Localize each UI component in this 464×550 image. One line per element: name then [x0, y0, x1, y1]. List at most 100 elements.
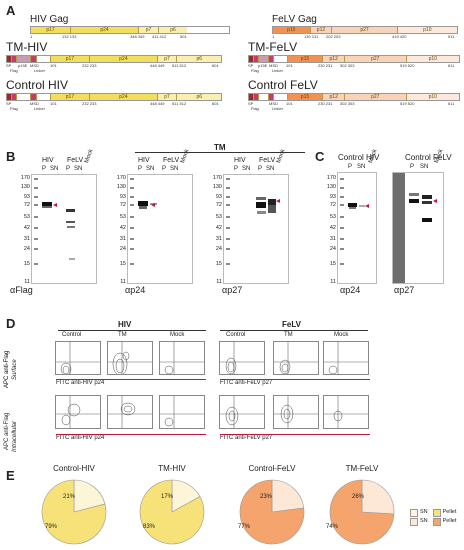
panel-label-e: E [6, 468, 15, 483]
pie-title: TM-HIV [158, 464, 186, 473]
construct-hiv-gag: HIV Gag p17 p24 p7 p6 1 132 133 348 349 … [30, 14, 230, 40]
group-label-felv: FeLV [259, 157, 276, 164]
residue-number: 519 520 [400, 63, 415, 68]
construct-control-felv: Control FeLV p15 p12 p27 p10 SP Flag MSD… [248, 78, 462, 113]
facs-plot [219, 341, 265, 375]
residue-number: 448 449 [150, 101, 165, 106]
segment: p17 [50, 94, 91, 100]
antibody-label: αp24 [340, 285, 361, 295]
segment: p27 [345, 56, 407, 62]
pie-label-pellet: 77% [238, 524, 251, 530]
lane-label: SN [146, 166, 155, 172]
pie-label-sn: 21% [63, 494, 76, 500]
segment: p12 [310, 27, 333, 33]
residue-number: 511 512 [172, 101, 187, 106]
hiv-bracket [58, 330, 206, 331]
x-axis-label: FITC anti-FeLV p27 [220, 380, 273, 386]
facs-plot [273, 395, 319, 429]
pie-title: Control-HIV [53, 464, 95, 473]
pie-slice-pellet [239, 479, 305, 545]
tag-label: MSD [269, 63, 278, 68]
lane-label: SN [50, 166, 59, 172]
col-label: Mock [334, 332, 349, 338]
segment: p6 [159, 27, 187, 33]
tm-header: TM [214, 143, 226, 152]
residue-number: 1 [30, 34, 33, 39]
panel-label-c: C [315, 149, 325, 164]
residue-number: 132 133 [62, 34, 77, 39]
tag-label: p15E [18, 63, 28, 68]
residue-number: 202 203 [326, 34, 341, 39]
residue-number: 411 412 [152, 34, 167, 39]
pie-slice-pellet [41, 479, 107, 545]
construct-control-hiv: Control HIV p17 p24 p7 p6 SP Flag MSD Li… [6, 78, 226, 113]
residue-number: 611 [448, 101, 455, 106]
lane-label: Mock [180, 148, 191, 165]
x-axis-arrow [220, 434, 370, 435]
pie-label-pellet: 83% [143, 524, 156, 530]
residue-number: 419 420 [392, 34, 407, 39]
facs-plot [323, 395, 369, 429]
segment: p7 [139, 27, 159, 33]
group-label-hiv: HIV [234, 157, 246, 164]
construct-felv-gag: FeLV Gag p15 p12 p27 p10 1 130 131 202 2… [272, 14, 462, 40]
legend-label: Pellet [442, 518, 457, 524]
x-axis-arrow [220, 379, 370, 380]
residue-number: 448 449 [150, 63, 165, 68]
x-axis-label: FITC anti-FeLV p27 [220, 435, 273, 441]
tag-label: p15E [258, 63, 268, 68]
lane-label: SN [74, 166, 83, 172]
pie-slice-sn [361, 479, 395, 515]
group-header-felv: FeLV [282, 320, 301, 329]
col-label: Mock [170, 332, 185, 338]
residue-number: 611 [448, 63, 455, 68]
legend-label: Pellet [442, 509, 457, 515]
lane-label: SN [170, 166, 179, 172]
residue-number: 230 231 [318, 101, 333, 106]
segment: p7 [157, 94, 178, 100]
residue-number: 1 [272, 34, 275, 39]
lane-label: P [410, 164, 415, 170]
segment: p15 [287, 94, 324, 100]
segment: p10 [406, 56, 459, 62]
legend-swatch [432, 517, 441, 526]
x-axis-arrow [56, 379, 206, 380]
construct-name: Control FeLV [248, 78, 318, 92]
pie-legend: SN Pellet SN Pellet [410, 508, 456, 526]
lane-label: SN [357, 164, 366, 170]
tag-label: SP [6, 63, 12, 68]
blot-ap24 [127, 174, 193, 284]
tag-label: MSD [269, 101, 278, 106]
tag-label: Linker [34, 106, 45, 111]
pie-label-pellet: 74% [326, 524, 339, 530]
panel-label-d: D [6, 316, 16, 331]
segment: p6 [177, 94, 222, 100]
row-label: APC anti-Flag [4, 412, 10, 450]
segment: p27 [345, 94, 407, 100]
facs-plot [159, 341, 205, 375]
legend-swatch [410, 508, 418, 517]
segment: p7 [157, 56, 178, 62]
facs-plot [55, 395, 101, 429]
pie-label-sn: 17% [161, 494, 174, 500]
lane-label: Mock [276, 148, 287, 165]
group-label-hiv: HIV [138, 157, 150, 164]
lane-label: SN [242, 166, 251, 172]
residue-number: 501 [180, 34, 187, 39]
tag-label: SP [6, 101, 12, 106]
construct-tm-felv: TM-FeLV p15 p12 p27 p10 SP Flag p15E MSD… [248, 40, 462, 75]
pie-slice-pellet [139, 479, 205, 545]
row-sublabel: Intracellular [12, 420, 18, 452]
tag-label: Linker [34, 68, 45, 73]
residue-number: 511 512 [172, 63, 187, 68]
pie-slice-pellet [329, 479, 395, 545]
pie-charts [41, 479, 395, 545]
segment: p12 [323, 94, 346, 100]
facs-plot [323, 341, 369, 375]
x-axis-label: FITC anti-HIV p24 [56, 435, 105, 441]
construct-name: HIV Gag [30, 14, 69, 25]
panel-label-b: B [6, 149, 16, 164]
lane-label: P [348, 164, 353, 170]
residue-number: 348 349 [130, 34, 145, 39]
facs-plot [107, 341, 153, 375]
